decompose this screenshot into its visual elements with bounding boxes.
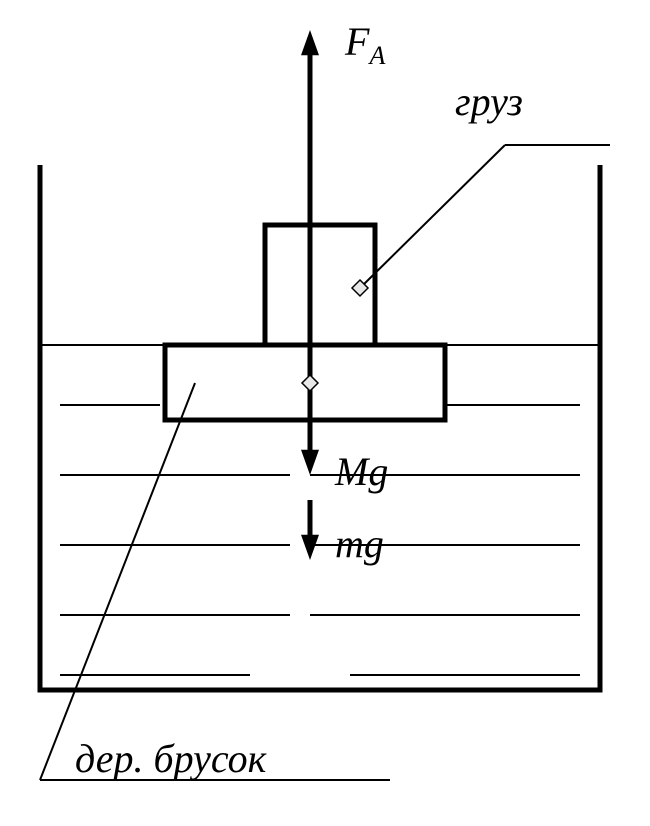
force-fa-arrowhead (301, 30, 319, 55)
force-mg-upper-label: Mg (335, 448, 388, 495)
leader-load-diag (360, 145, 505, 288)
force-Mg-arrowhead (301, 450, 319, 475)
leader-block-diag (40, 383, 195, 780)
block-label: дер. брусок (75, 735, 266, 782)
force-mg-arrowhead (301, 535, 319, 560)
force-mg-lower-label: mg (335, 520, 384, 567)
force-fa-label: FА (345, 18, 385, 71)
load-label: груз (455, 78, 523, 125)
